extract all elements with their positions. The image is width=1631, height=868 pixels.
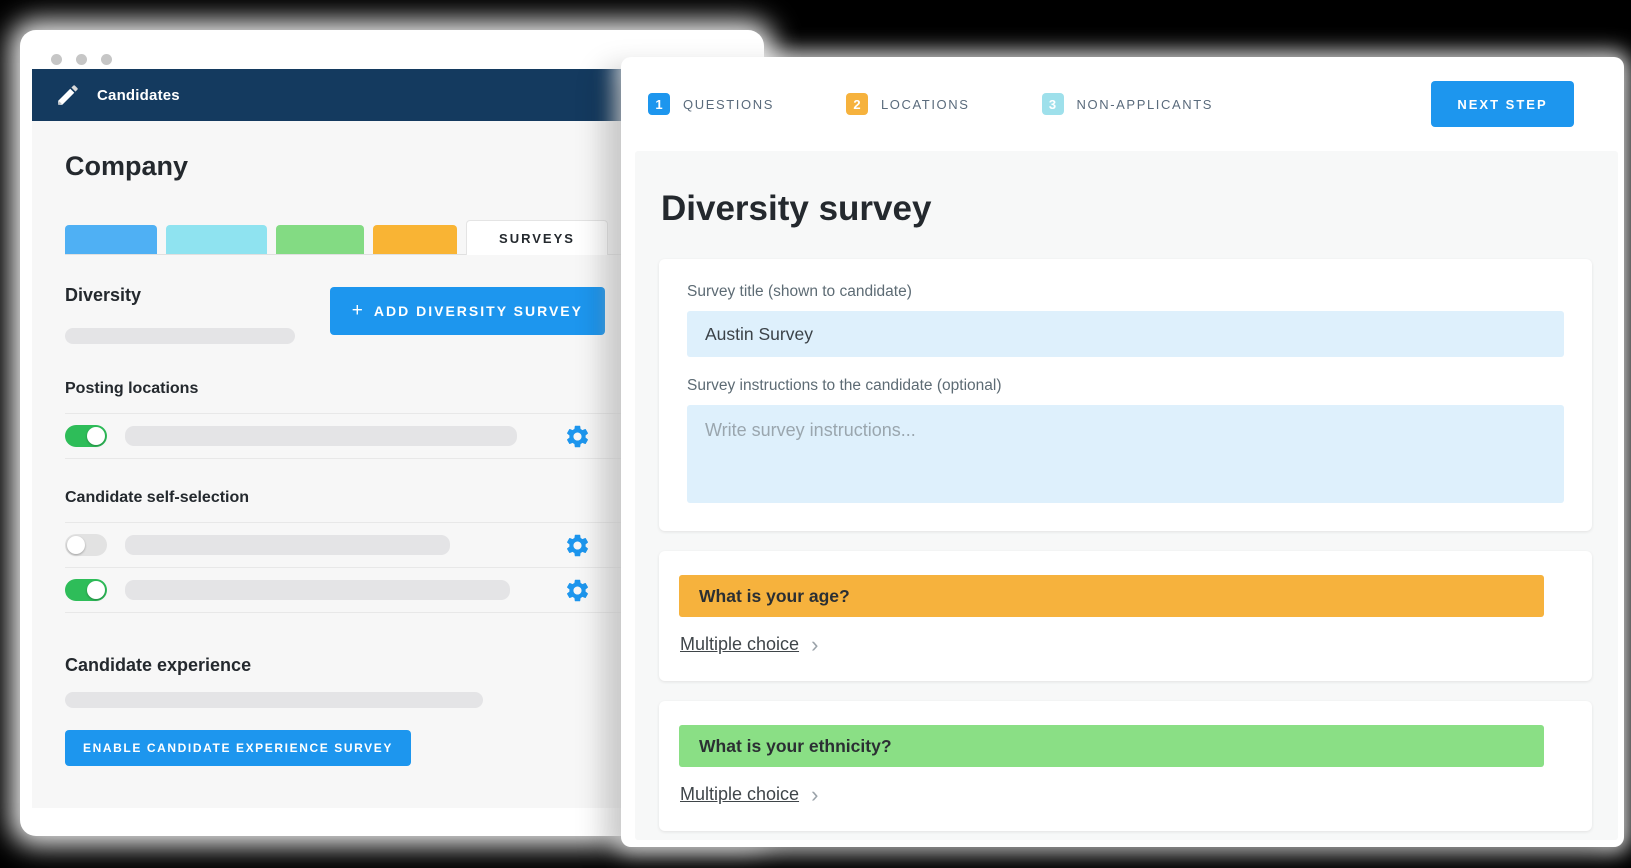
placeholder-bar [125,535,450,555]
survey-title-label: Survey title (shown to candidate) [687,283,912,300]
chevron-right-icon: › [811,781,819,807]
divider [65,522,621,523]
survey-editor-panel: Diversity survey Survey title (shown to … [635,151,1618,840]
question-card-age: What is your age? Multiple choice › [659,551,1592,681]
question-type-link[interactable]: Multiple choice [680,784,800,804]
window-control-dot[interactable] [101,54,112,65]
gear-icon[interactable] [564,577,591,604]
survey-settings-card: Survey title (shown to candidate) Austin… [659,259,1592,531]
page-title: Company [65,151,189,181]
placeholder-bar [125,580,510,600]
self-selection-toggle-2[interactable] [65,579,107,601]
question-banner: What is your ethnicity? [679,725,1544,767]
stepper-step-non-applicants[interactable]: 3 NON-APPLICANTS [1041,93,1214,115]
stepper-step-locations[interactable]: 2 LOCATIONS [845,93,970,115]
diversity-section: Diversity + ADD DIVERSITY SURVEY [65,285,605,344]
self-selection-row-2 [65,568,605,612]
gear-icon[interactable] [564,532,591,559]
survey-instructions-textarea[interactable]: Write survey instructions... [687,405,1564,503]
nav-title: Candidates [97,86,180,104]
experience-section-title: Candidate experience [65,655,252,675]
window-controls [20,30,764,69]
enable-experience-survey-button[interactable]: ENABLE CANDIDATE EXPERIENCE SURVEY [65,730,411,766]
self-selection-row-1 [65,523,605,567]
question-banner: What is your age? [679,575,1544,617]
question-type-link[interactable]: Multiple choice [680,634,800,654]
self-selection-title: Candidate self-selection [65,489,250,506]
step-label: NON-APPLICANTS [1076,96,1214,112]
pencil-logo-icon [55,82,81,108]
posting-locations-row [65,414,605,458]
window-control-dot[interactable] [76,54,87,65]
question-card-ethnicity: What is your ethnicity? Multiple choice … [659,701,1592,831]
step-number-badge: 3 [1041,93,1064,115]
survey-editor-header: 1 QUESTIONS 2 LOCATIONS 3 NON-APPLICANTS… [621,57,1624,151]
settings-tabstrip: SURVEYS [65,220,621,255]
step-number-badge: 2 [845,93,868,115]
add-diversity-survey-button[interactable]: + ADD DIVERSITY SURVEY [329,287,605,335]
survey-title-input[interactable]: Austin Survey [687,311,1564,357]
divider [65,567,621,568]
tab-surveys[interactable]: SURVEYS [466,220,608,255]
placeholder-bar [65,692,483,708]
step-number-badge: 1 [648,93,670,115]
tab-placeholder-3[interactable] [276,225,364,254]
diversity-section-title: Diversity [65,285,142,305]
divider [65,413,621,414]
tab-placeholder-2[interactable] [166,225,267,254]
placeholder-bar [65,328,295,344]
plus-icon: + [351,300,363,321]
posting-locations-toggle[interactable] [65,425,107,447]
step-label: QUESTIONS [683,96,774,112]
placeholder-bar [125,426,517,446]
survey-page-title: Diversity survey [661,189,932,228]
step-label: LOCATIONS [880,96,970,112]
posting-locations-title: Posting locations [65,380,199,397]
divider [65,612,621,613]
divider [65,458,621,459]
self-selection-toggle-1[interactable] [65,534,107,556]
window-control-dot[interactable] [51,54,62,65]
tab-placeholder-1[interactable] [65,225,157,254]
survey-editor-window: 1 QUESTIONS 2 LOCATIONS 3 NON-APPLICANTS… [621,57,1624,847]
survey-instructions-label: Survey instructions to the candidate (op… [687,377,1002,394]
stepper-step-questions[interactable]: 1 QUESTIONS [648,93,774,115]
tab-placeholder-4[interactable] [373,225,457,254]
next-step-button[interactable]: NEXT STEP [1431,81,1574,127]
chevron-right-icon: › [811,631,819,657]
gear-icon[interactable] [564,423,591,450]
